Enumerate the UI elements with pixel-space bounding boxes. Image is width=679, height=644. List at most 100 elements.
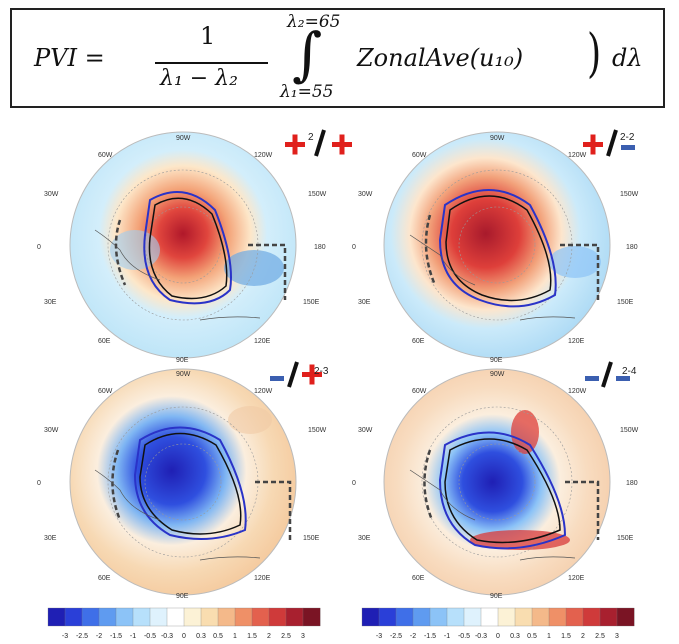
plus-sign-icon: [339, 134, 345, 155]
colorbar-swatch: [514, 607, 533, 627]
lon-label: 120W: [254, 388, 273, 395]
plus-sign-icon: [590, 134, 596, 155]
lon-label: 60E: [98, 338, 111, 345]
plus-sign-icon: [309, 364, 315, 385]
lon-labels-panel-3: 90W 60W 120W 30W 150W 0 30E 150E 60E 120…: [37, 371, 327, 600]
lon-label: 150W: [308, 427, 327, 434]
colorbar-swatch: [361, 607, 380, 627]
lon-label: 30W: [44, 427, 59, 434]
panel-2-signs: 2-2: [583, 129, 635, 157]
plus-sign-icon: [292, 134, 298, 155]
lon-label: 90E: [490, 357, 503, 364]
colorbar-swatch: [531, 607, 550, 627]
colorbar-swatch: [395, 607, 414, 627]
lon-label: 120E: [254, 338, 271, 345]
lon-label: 30W: [358, 427, 373, 434]
minus-sign-icon: [270, 376, 284, 381]
colorbar-tick-label: -2.5: [390, 633, 402, 640]
colorbar-swatch: [47, 607, 66, 627]
panel-3-map: [69, 368, 297, 596]
colorbar-tick-label: 0.5: [213, 633, 223, 640]
lon-label: 150W: [620, 191, 639, 198]
panel-2-map: [383, 131, 611, 359]
lon-label: 0: [352, 244, 356, 251]
lon-label: 180: [626, 480, 638, 487]
lon-label: 30E: [358, 535, 371, 542]
lon-label: 180: [314, 244, 326, 251]
lon-label: 0: [352, 480, 356, 487]
colorbar-swatch: [149, 607, 168, 627]
lon-label: 90E: [176, 593, 189, 600]
colorbar-swatch: [234, 607, 253, 627]
lon-label: 90W: [176, 135, 191, 142]
colorbar-left: -3 -2.5 -2 -1.5 -1 -0.5 -0.3 0 0.3 0.5 1 1.5 2 2.5 3: [47, 607, 321, 640]
slash-icon: [314, 129, 326, 157]
colorbar-swatch: [166, 607, 185, 627]
lon-label: 150E: [617, 535, 634, 542]
lon-label: 180: [626, 244, 638, 251]
colorbar-tick-label: 0: [182, 633, 186, 640]
lon-label: 30E: [358, 299, 371, 306]
panel-2-tag: 2-2: [620, 132, 635, 143]
colorbar-swatch: [217, 607, 236, 627]
lon-label: 150W: [620, 427, 639, 434]
panel-3-signs: 2-3: [270, 361, 329, 388]
lon-label: 120E: [568, 338, 585, 345]
colorbar-swatch: [463, 607, 482, 627]
colorbar-swatch: [446, 607, 465, 627]
panel-1-signs: 2: [285, 129, 352, 157]
lon-labels-panel-4: 90W 60W 120W 30W 150W 0 180 30E 150E 60E…: [352, 371, 639, 600]
lon-label: 120E: [568, 575, 585, 582]
formula-integrand: ZonalAve(u₁₀): [357, 44, 524, 72]
lon-labels-panel-2: 90W 60W 120W 30W 150W 0 180 30E 150E 60E…: [352, 135, 639, 364]
colorbar-swatch: [251, 607, 270, 627]
integral-sign: ∫: [292, 20, 323, 88]
colorbar-swatch: [268, 607, 287, 627]
colorbar-swatch: [429, 607, 448, 627]
slash-icon: [287, 361, 299, 388]
lon-label: 150E: [303, 299, 320, 306]
lon-label: 60W: [98, 388, 113, 395]
colorbar-tick-label: -0.3: [475, 633, 487, 640]
formula-numerator: 1: [200, 22, 216, 50]
colorbar-swatch: [497, 607, 516, 627]
colorbar-tick-label: 0.3: [510, 633, 520, 640]
panel-4-signs: 2-4: [585, 361, 637, 388]
colorbar-tick-label: -1: [130, 633, 136, 640]
slash-icon: [606, 129, 618, 157]
lon-label: 30W: [358, 191, 373, 198]
lon-label: 60W: [98, 152, 113, 159]
lon-label: 90E: [176, 357, 189, 364]
right-parenthesis: ): [587, 24, 602, 84]
colorbar-swatch: [183, 607, 202, 627]
colorbar-tick-label: 2.5: [281, 633, 291, 640]
colorbar-swatch: [81, 607, 100, 627]
lon-label: 30E: [44, 299, 57, 306]
colorbar-tick-label: -0.5: [144, 633, 156, 640]
colorbar-swatch: [378, 607, 397, 627]
colorbar-swatch: [412, 607, 431, 627]
colorbar-swatch: [132, 607, 151, 627]
lon-label: 120W: [568, 388, 587, 395]
colorbar-swatch: [285, 607, 304, 627]
lon-label: 30W: [44, 191, 59, 198]
panel-3-tag: 2-3: [314, 366, 329, 377]
colorbar-swatch: [548, 607, 567, 627]
formula-denominator: λ₁ − λ₂: [160, 66, 238, 91]
colorbar-swatch: [582, 607, 601, 627]
colorbar-tick-label: -1.5: [424, 633, 436, 640]
colorbar-tick-label: 1: [547, 633, 551, 640]
colorbar-swatch: [98, 607, 117, 627]
colorbar-tick-label: 3: [301, 633, 305, 640]
colorbar-tick-label: -0.3: [161, 633, 173, 640]
colorbar-swatch: [302, 607, 321, 627]
lon-label: 30E: [44, 535, 57, 542]
colorbar-tick-label: 2.5: [595, 633, 605, 640]
colorbar-swatch: [480, 607, 499, 627]
lon-label: 150E: [303, 535, 320, 542]
integral-upper-limit: λ₂=65: [287, 12, 341, 32]
minus-sign-icon: [616, 376, 630, 381]
colorbar-swatch: [64, 607, 83, 627]
colorbar-swatch: [599, 607, 618, 627]
